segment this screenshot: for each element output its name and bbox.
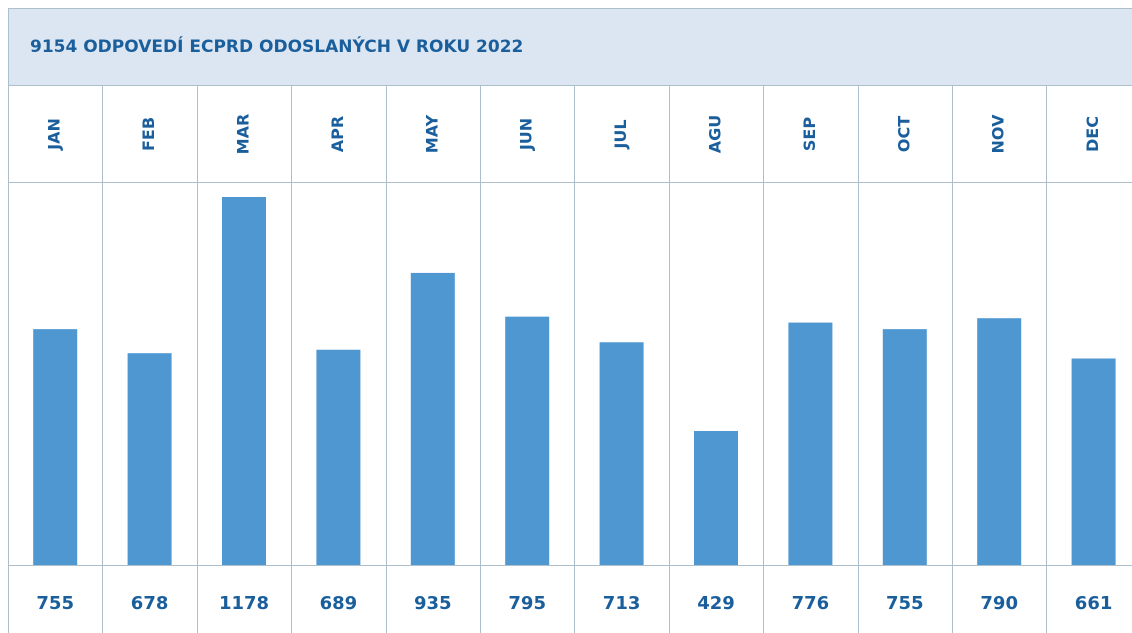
x-tick-label: OCT: [894, 116, 913, 152]
bar: [694, 430, 738, 565]
bar: [505, 316, 550, 565]
value-label: 713: [603, 593, 641, 614]
value-label: 689: [320, 593, 358, 614]
value-label: 661: [1075, 593, 1113, 614]
x-tick-label: NOV: [989, 114, 1008, 154]
x-tick-label: MAR: [234, 114, 253, 155]
value-label: 935: [414, 593, 452, 614]
value-label: 429: [697, 593, 735, 614]
value-label: 795: [508, 593, 546, 614]
value-label: 678: [131, 593, 169, 614]
bar: [977, 318, 1022, 565]
value-label: 776: [792, 593, 830, 614]
value-label: 790: [980, 593, 1018, 614]
x-tick-label: JUN: [517, 118, 536, 151]
x-tick-label: JUL: [611, 119, 630, 149]
bar: [410, 272, 455, 565]
x-tick-label: JAN: [45, 118, 64, 151]
value-label: 755: [886, 593, 924, 614]
x-tick-label: FEB: [139, 117, 158, 151]
bar: [33, 329, 78, 565]
x-tick-label: SEP: [800, 117, 819, 151]
bar: [127, 353, 172, 565]
x-tick-label: APR: [328, 116, 347, 152]
title-band: [8, 8, 1132, 86]
x-tick-label: DEC: [1083, 116, 1102, 152]
bar: [599, 342, 644, 565]
x-tick-label: MAY: [422, 114, 441, 153]
bar: [882, 329, 927, 565]
value-label: 1178: [219, 593, 269, 614]
x-tick-label: AGU: [706, 115, 725, 154]
chart-title: 9154 ODPOVEDÍ ECPRD ODOSLANÝCH V ROKU 20…: [30, 35, 523, 57]
bar: [316, 349, 361, 565]
bar: [788, 322, 833, 565]
value-label: 755: [36, 593, 74, 614]
bar: [1071, 358, 1116, 565]
bar: [222, 197, 266, 565]
